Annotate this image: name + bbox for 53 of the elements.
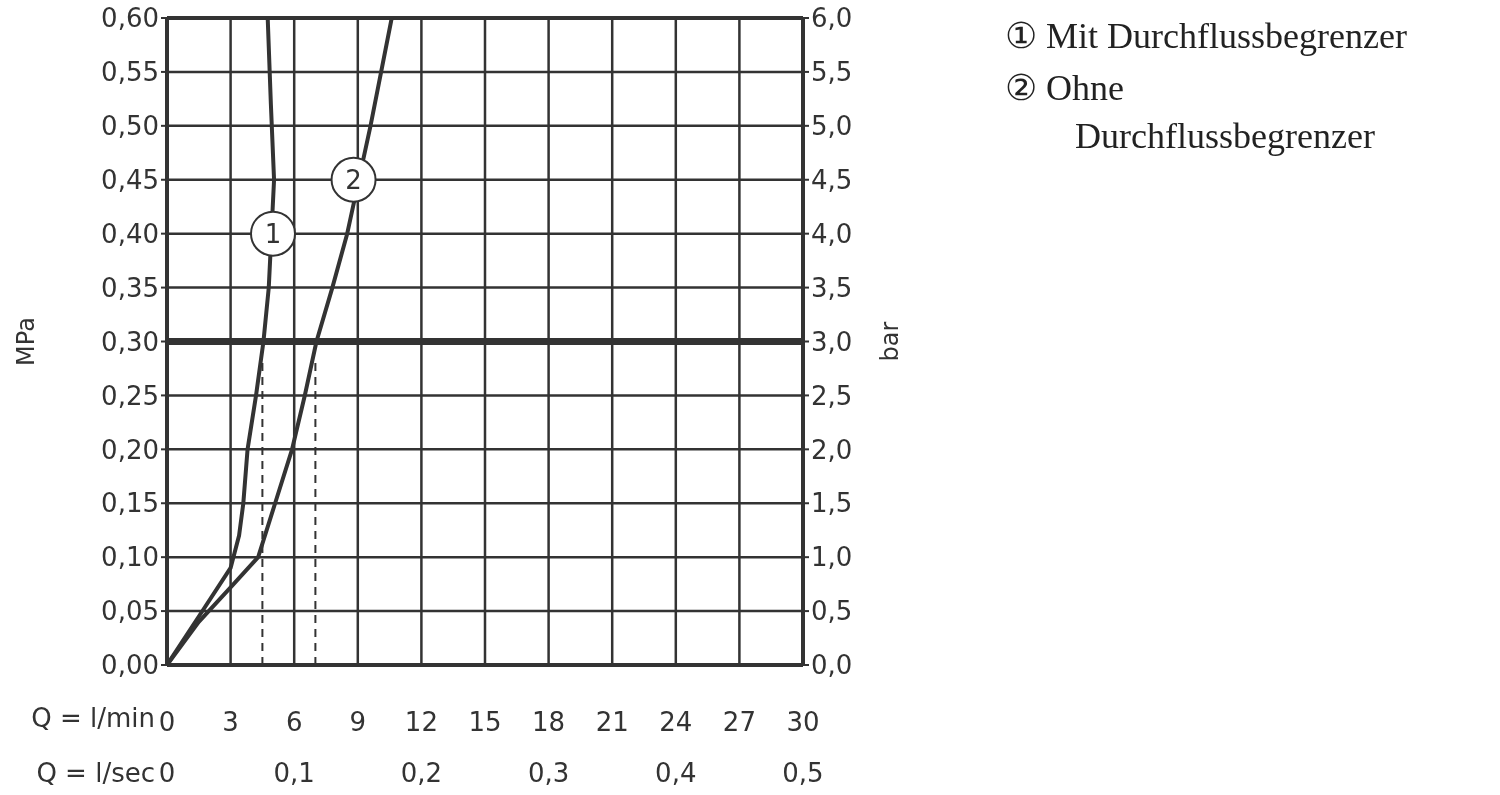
annotation: 1 bbox=[264, 218, 282, 249]
x-tick-label: 6 bbox=[285, 707, 303, 738]
y-tick-label: 0,00 bbox=[101, 650, 159, 681]
x2-tick-label: 0,3 bbox=[527, 758, 570, 788]
y2-tick-label: 1,0 bbox=[811, 542, 853, 573]
y2-tick-label: 4,5 bbox=[811, 164, 853, 195]
x-tick-label: 24 bbox=[659, 707, 693, 738]
y-tick-label: 0,45 bbox=[101, 164, 159, 195]
y-tick-label: 0,15 bbox=[101, 488, 159, 519]
x-tick-label: 15 bbox=[468, 707, 502, 738]
x-tick-label: 30 bbox=[786, 707, 820, 738]
y-tick-label: 0,10 bbox=[101, 542, 159, 573]
y-tick-label: 0,20 bbox=[101, 434, 159, 465]
y-tick-label: 0,50 bbox=[101, 111, 159, 142]
x2-tick-label: 0,5 bbox=[782, 758, 824, 788]
y2-tick-label: 0,0 bbox=[811, 650, 853, 681]
y2-tick-label: 5,0 bbox=[811, 111, 853, 142]
x2-axis-title: Q = l/sec bbox=[36, 758, 155, 788]
x-tick-label: 27 bbox=[722, 707, 756, 738]
text: ② Ohne Durchflussbegrenzer bbox=[1005, 67, 1376, 158]
y2-tick-label: 3,0 bbox=[811, 326, 853, 357]
x-tick-label: 12 bbox=[404, 707, 438, 738]
y-tick-label: 0,25 bbox=[101, 380, 159, 411]
y2-tick-label: 2,5 bbox=[811, 380, 853, 411]
x2-tick-label: 0,4 bbox=[655, 758, 697, 788]
y2-tick-label: 5,5 bbox=[811, 57, 853, 88]
y2-axis-title: bar bbox=[876, 321, 904, 362]
y-tick-label: 0,40 bbox=[101, 218, 159, 249]
y2-tick-label: 6,0 bbox=[811, 3, 853, 34]
y2-tick-label: 0,5 bbox=[811, 596, 853, 627]
y-tick-label: 0,55 bbox=[101, 57, 159, 88]
circled-number: 1 bbox=[250, 210, 296, 257]
x-tick-label: 9 bbox=[349, 707, 367, 738]
text: ① Mit Durchflussbegrenzer bbox=[1005, 15, 1408, 58]
y-tick-label: 0,30 bbox=[101, 326, 159, 357]
y-tick-label: 0,35 bbox=[101, 272, 159, 303]
y2-tick-label: 4,0 bbox=[811, 218, 853, 249]
y2-tick-label: 2,0 bbox=[811, 434, 853, 465]
x2-tick-label: 0 bbox=[158, 758, 176, 788]
y-tick-label: 0,60 bbox=[101, 3, 159, 34]
circled-number: 2 bbox=[330, 156, 377, 203]
x-axis-title: Q = l/min bbox=[31, 703, 155, 733]
y2-tick-label: 3,5 bbox=[811, 272, 853, 303]
x-tick-label: 3 bbox=[222, 707, 239, 738]
y2-tick-label: 1,5 bbox=[811, 488, 853, 519]
x-tick-label: 0 bbox=[158, 707, 176, 738]
x2-tick-label: 0,2 bbox=[400, 758, 443, 788]
y-axis-title: MPa bbox=[12, 317, 40, 366]
x-tick-label: 21 bbox=[595, 707, 629, 738]
y-tick-label: 0,05 bbox=[101, 596, 159, 627]
x-tick-label: 18 bbox=[532, 707, 566, 738]
x2-tick-label: 0,1 bbox=[273, 758, 315, 788]
annotation: 2 bbox=[345, 164, 362, 195]
